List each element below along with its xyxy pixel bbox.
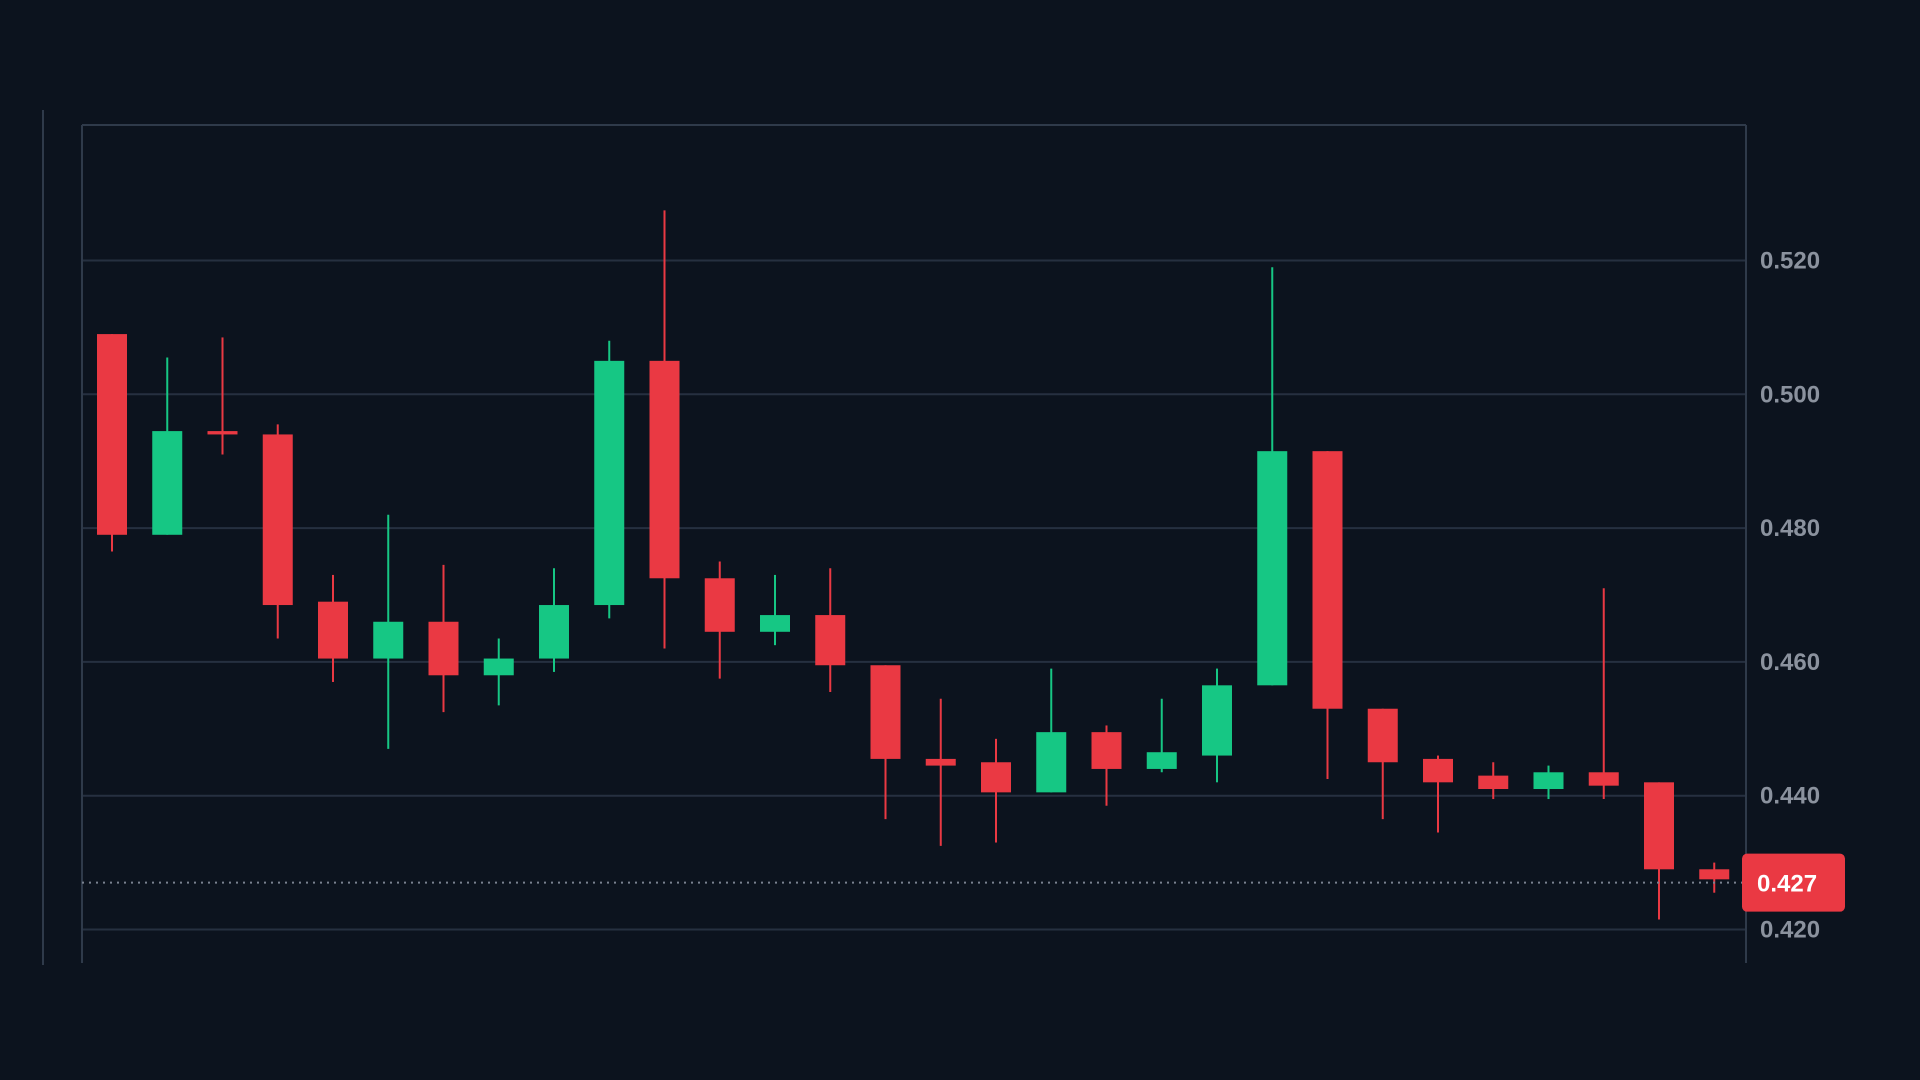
candle xyxy=(1367,708,1398,820)
candle xyxy=(1202,668,1232,783)
candle-body xyxy=(373,621,404,659)
candle xyxy=(870,665,901,820)
candle xyxy=(318,574,348,682)
candle-body xyxy=(1091,732,1122,769)
candle-body xyxy=(1367,708,1398,763)
candle xyxy=(373,514,404,749)
candle-body xyxy=(539,605,569,659)
candle-body xyxy=(1644,782,1674,870)
candle xyxy=(815,568,846,693)
candle xyxy=(981,738,1011,843)
candle xyxy=(1423,755,1453,833)
candle xyxy=(1257,267,1288,686)
candle-body xyxy=(262,434,293,606)
candle-body xyxy=(318,601,348,659)
y-tick-label: 0.520 xyxy=(1760,248,1820,275)
candle-body xyxy=(97,334,127,535)
candle-body xyxy=(594,360,625,606)
candle xyxy=(1146,698,1177,773)
candle xyxy=(704,561,735,679)
y-tick-label: 0.500 xyxy=(1760,381,1820,408)
candle-body xyxy=(1423,758,1453,783)
candle xyxy=(649,210,680,649)
candle xyxy=(594,340,625,619)
candle-body xyxy=(1478,775,1509,790)
candle-body xyxy=(483,658,514,676)
candle xyxy=(925,698,956,846)
last-price-badge-bg xyxy=(1742,853,1845,912)
candle-body xyxy=(1533,772,1564,790)
candle-body xyxy=(1588,772,1619,786)
candle-body xyxy=(1312,451,1343,709)
y-tick-label: 0.420 xyxy=(1760,917,1820,944)
candle xyxy=(1699,862,1730,893)
candle-body xyxy=(760,615,790,632)
candle xyxy=(152,357,183,535)
candle-body xyxy=(152,431,183,535)
candle-body xyxy=(649,360,680,579)
candle-body xyxy=(207,431,238,435)
candle xyxy=(483,638,514,706)
candle xyxy=(1036,668,1067,793)
candle xyxy=(1588,588,1619,800)
candle-body xyxy=(815,615,846,666)
candle xyxy=(760,574,790,646)
candle-body xyxy=(1036,732,1067,793)
y-tick-label: 0.460 xyxy=(1760,649,1820,676)
chart-frame xyxy=(42,110,1747,965)
candle xyxy=(97,334,127,552)
candle-body xyxy=(1257,451,1288,686)
grid-layer xyxy=(82,259,1746,931)
candle-body xyxy=(1202,685,1232,756)
last-price-label: 0.427 xyxy=(1757,871,1817,898)
candle xyxy=(428,564,459,713)
candle xyxy=(1478,762,1509,800)
candle xyxy=(1312,451,1343,779)
candle-body xyxy=(428,621,459,676)
candle xyxy=(539,568,569,672)
candle-body xyxy=(1146,752,1177,769)
candle xyxy=(207,337,238,455)
candle-body xyxy=(1699,869,1730,880)
candle-body xyxy=(981,762,1011,793)
y-axis-labels: 0.420 0.440 0.460 0.480 0.500 0.520 xyxy=(1760,248,1820,944)
candle-body xyxy=(925,758,956,766)
candle xyxy=(1533,765,1564,800)
candles-layer xyxy=(97,210,1730,920)
candle-body xyxy=(870,665,901,759)
y-tick-label: 0.440 xyxy=(1760,783,1820,810)
y-tick-label: 0.480 xyxy=(1760,515,1820,542)
last-price-badge: 0.427 xyxy=(1742,853,1845,912)
candle-body xyxy=(704,578,735,632)
candle xyxy=(1644,782,1674,920)
candle xyxy=(262,424,293,639)
candle xyxy=(1091,725,1122,806)
